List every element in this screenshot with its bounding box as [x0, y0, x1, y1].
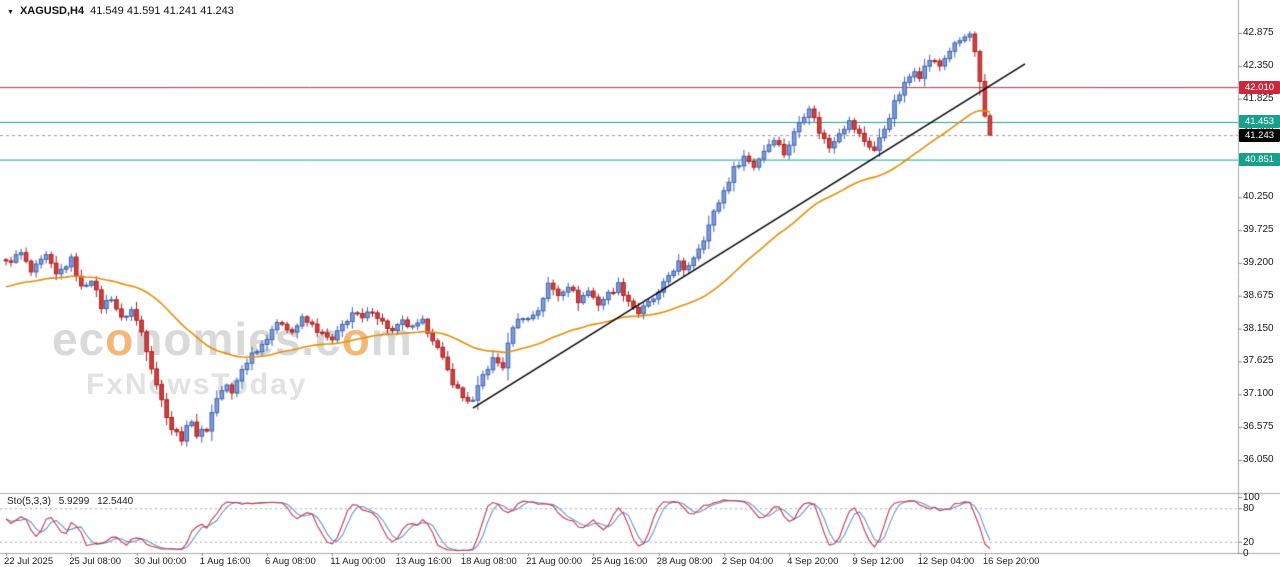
- ohlc-values: 41.549 41.591 41.241 41.243: [90, 5, 234, 17]
- price-tick-label: 36.050: [1243, 453, 1274, 465]
- current-price-badge: 41.243: [1239, 128, 1280, 142]
- indicator-tick-label: 80: [1243, 503, 1255, 515]
- stochastic-indicator-label[interactable]: Sto(5,3,3) 5.9299 12.5440: [7, 496, 138, 507]
- time-tick-label: 28 Aug 08:00: [656, 556, 713, 567]
- price-tick-label: 37.100: [1243, 388, 1274, 400]
- time-tick-label: 16 Sep 20:00: [982, 556, 1040, 567]
- price-tick-label: 36.575: [1243, 421, 1274, 433]
- time-tick-label: 25 Jul 08:00: [69, 556, 122, 567]
- indicator-tick-label: 0: [1243, 548, 1249, 559]
- price-tick-label: 40.250: [1243, 191, 1274, 203]
- price-tick-label: 38.150: [1243, 322, 1274, 334]
- stochastic-name: Sto(5,3,3): [7, 496, 51, 507]
- price-tick-label: 39.200: [1243, 256, 1274, 268]
- price-tick-label: 39.725: [1243, 224, 1274, 236]
- level-price-badge: 40.851: [1239, 153, 1280, 167]
- chevron-down-icon[interactable]: ▼: [7, 8, 14, 16]
- price-tick-label: 42.875: [1243, 27, 1274, 38]
- time-tick-label: 13 Aug 16:00: [395, 556, 452, 567]
- time-tick-label: 18 Aug 08:00: [460, 556, 517, 567]
- time-tick-label: 22 Jul 2025: [4, 556, 54, 567]
- time-tick-label: 12 Sep 04:00: [917, 556, 975, 567]
- time-tick-label: 25 Aug 16:00: [591, 556, 648, 567]
- time-tick-label: 1 Aug 16:00: [199, 556, 251, 567]
- price-tick-label: 41.825: [1243, 92, 1274, 104]
- time-tick-label: 11 Aug 00:00: [330, 556, 386, 567]
- time-tick-label: 9 Sep 12:00: [852, 556, 904, 567]
- level-price-badge: 41.453: [1239, 115, 1280, 129]
- stochastic-main-value: 5.9299: [58, 496, 90, 507]
- price-tick-label: 37.625: [1243, 355, 1274, 367]
- symbol-info-bar[interactable]: ▼ XAGUSD,H4 41.549 41.591 41.241 41.243: [7, 5, 234, 17]
- indicator-tick-label: 20: [1243, 536, 1255, 548]
- time-tick-label: 6 Aug 08:00: [265, 556, 316, 567]
- indicator-tick-label: 100: [1243, 492, 1260, 503]
- price-tick-label: 42.350: [1243, 59, 1274, 71]
- price-tick-label: 38.675: [1243, 289, 1274, 301]
- symbol-timeframe-label: XAGUSD,H4: [19, 5, 85, 17]
- time-tick-label: 21 Aug 00:00: [526, 556, 583, 567]
- time-tick-label: 4 Sep 20:00: [787, 556, 839, 567]
- time-tick-label: 30 Jul 00:00: [134, 556, 187, 567]
- stochastic-signal-value: 12.5440: [97, 496, 134, 507]
- time-tick-label: 2 Sep 04:00: [721, 556, 774, 567]
- level-price-badge: 42.010: [1239, 80, 1280, 94]
